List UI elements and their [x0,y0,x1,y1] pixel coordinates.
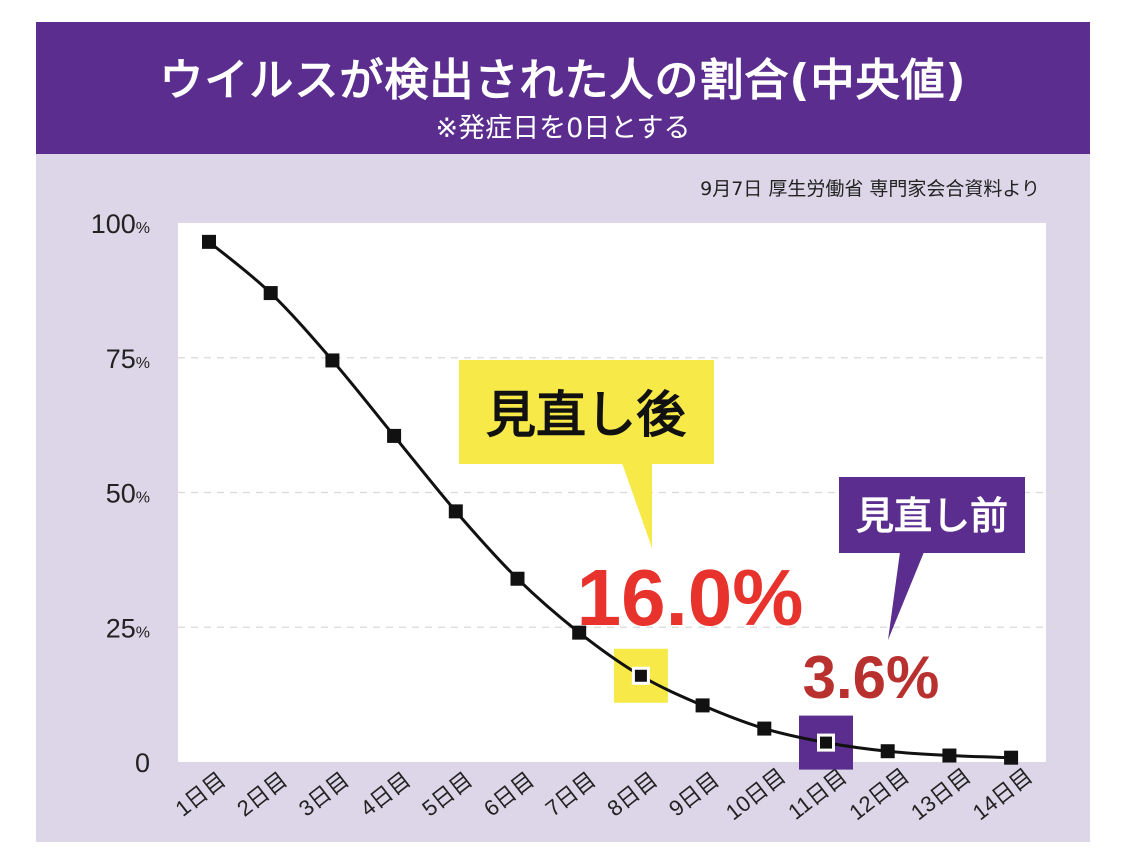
chart-title: ウイルスが検出された人の割合(中央値) [159,55,967,106]
y-tick-label-100: 100% [91,209,150,239]
x-axis-labels: 1日目 2日目 3日目 4日目 5日目 6日目 7日目 8日目 9日目10日目11日目12日目1… [171,763,1038,825]
y-tick-label-50: 50% [106,479,150,509]
y-tick-unit: % [136,624,150,641]
data-point [263,286,278,301]
y-tick-value: 50 [106,479,136,509]
after-label-box [459,360,714,464]
y-tick-value: 75 [106,344,136,374]
y-tick-label-25: 25% [106,613,150,643]
data-point [202,234,216,249]
y-tick-value: 0 [135,748,150,778]
x-tick-label: 11日目 [783,764,851,825]
x-tick-label: 9日目 [664,767,724,821]
x-tick-label: 4日目 [356,767,416,821]
x-tick-label: 12日目 [844,763,913,825]
x-tick-label: 2日目 [232,767,292,821]
y-tick-unit: % [136,355,150,372]
data-point [510,571,525,586]
callouts: 見直し後 16.0% 見直し前 3.6% [459,360,1025,711]
data-points [202,234,1019,765]
before-value-text: 3.6% [803,644,940,711]
data-point [572,625,587,640]
after-value-text: 16.0% [577,553,804,642]
y-tick-unit: % [136,220,150,237]
data-point [1004,750,1019,765]
data-point [695,698,710,713]
data-point [880,744,895,759]
y-tick-label-75: 75% [106,344,150,374]
x-tick-label: 1日目 [171,767,231,821]
before-label-box [839,477,1025,553]
x-tick-label: 14日目 [968,763,1037,825]
y-tick-unit: % [136,490,150,507]
x-tick-label: 10日目 [721,763,790,825]
data-point [942,748,957,763]
after-label-pointer [622,463,652,548]
y-tick-value: 25 [106,613,136,643]
after-label-text: 見直し後 [486,386,687,444]
data-point [820,736,832,749]
y-axis-labels: 100%75%50%25%0 [91,209,150,778]
data-point [387,428,402,443]
data-point [757,721,772,736]
x-tick-label: 3日目 [294,767,354,821]
source-note: 9月7日 厚生労働省 専門家会合資料より [700,178,1040,200]
x-tick-label: 13日目 [906,763,975,825]
x-tick-label: 8日目 [602,767,662,821]
title-banner: ウイルスが検出された人の割合(中央値) ※発症日を0日とする [36,22,1090,154]
x-tick-label: 5日目 [417,767,477,821]
y-tick-label-0: 0 [135,748,150,778]
data-point [448,504,463,519]
x-tick-label: 7日目 [541,767,601,821]
data-point [325,353,340,368]
y-tick-value: 100 [91,209,136,239]
before-label-pointer [888,552,924,640]
data-point [634,669,647,682]
chart-subtitle: ※発症日を0日とする [435,113,691,144]
x-tick-label: 6日目 [479,767,539,821]
before-label-text: 見直し前 [856,494,1008,538]
